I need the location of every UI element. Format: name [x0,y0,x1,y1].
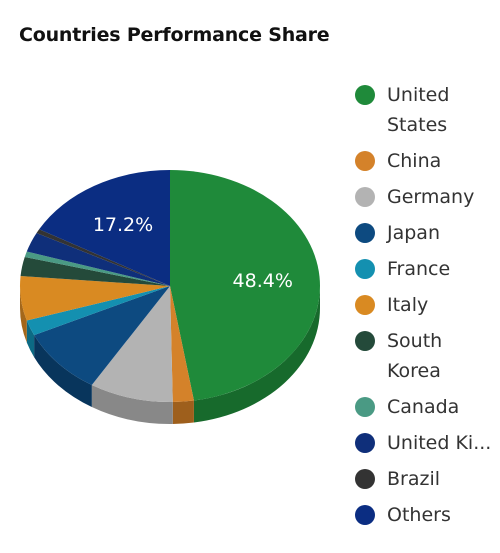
slice-data-label: 48.4% [233,270,293,292]
pie-side-france [26,320,35,358]
legend-item-others[interactable]: Others [355,500,500,530]
legend-swatch [355,259,375,279]
legend-label: Canada [387,396,460,418]
pie-slice-south-korea[interactable] [20,257,171,286]
pie-slice-united-ki-[interactable] [26,233,171,286]
slice-data-label: 17.2% [93,214,153,236]
legend-label: United States [387,84,450,136]
legend-swatch [355,331,375,351]
pie-slice-japan[interactable] [34,286,170,385]
legend-label: Germany [387,186,475,208]
legend-item-canada[interactable]: Canada [355,392,500,422]
pie-slice-others[interactable] [39,170,171,286]
legend-label: France [387,258,451,280]
legend-label: United Ki... [387,432,492,454]
legend-swatch [355,223,375,243]
pie-slice-united-states[interactable] [170,170,320,401]
legend-item-germany[interactable]: Germany [355,182,500,212]
chart-title: Countries Performance Share [19,24,330,46]
legend-swatch [355,433,375,453]
legend-label: South Korea [387,330,443,382]
legend-swatch [355,151,375,171]
legend-swatch [355,469,375,489]
legend-item-japan[interactable]: Japan [355,218,500,248]
pie-slice-germany[interactable] [91,286,173,402]
pie-side-walls [20,286,320,424]
legend-label: Japan [387,222,440,244]
legend-label: China [387,150,442,172]
pie-slice-france[interactable] [26,286,171,336]
legend-item-united-kingdom[interactable]: United Ki... [355,428,500,458]
pie-side-united-states [193,286,320,423]
pie-slice-china[interactable] [170,286,194,402]
legend: United States China Germany Japan France… [355,80,500,536]
legend-item-italy[interactable]: Italy [355,290,500,320]
legend-swatch [355,295,375,315]
pie-slice-italy[interactable] [20,276,171,321]
legend-item-united-states[interactable]: United States [355,80,500,140]
legend-label: Others [387,504,451,526]
legend-item-china[interactable]: China [355,146,500,176]
legend-swatch [355,85,375,105]
legend-item-south-korea[interactable]: South Korea [355,326,500,386]
pie-chart: 48.4% 17.2% [20,170,320,424]
legend-item-france[interactable]: France [355,254,500,284]
legend-item-brazil[interactable]: Brazil [355,464,500,494]
legend-swatch [355,187,375,207]
legend-label: Brazil [387,468,441,490]
pie-slice-canada[interactable] [24,251,171,286]
pie-side-japan [34,335,92,407]
legend-swatch [355,505,375,525]
pie-side-italy [20,286,27,343]
pie-side-germany [91,384,173,424]
pie-slice-brazil[interactable] [36,229,170,286]
legend-label: Italy [387,294,429,316]
legend-swatch [355,397,375,417]
pie-side-china [172,400,194,424]
